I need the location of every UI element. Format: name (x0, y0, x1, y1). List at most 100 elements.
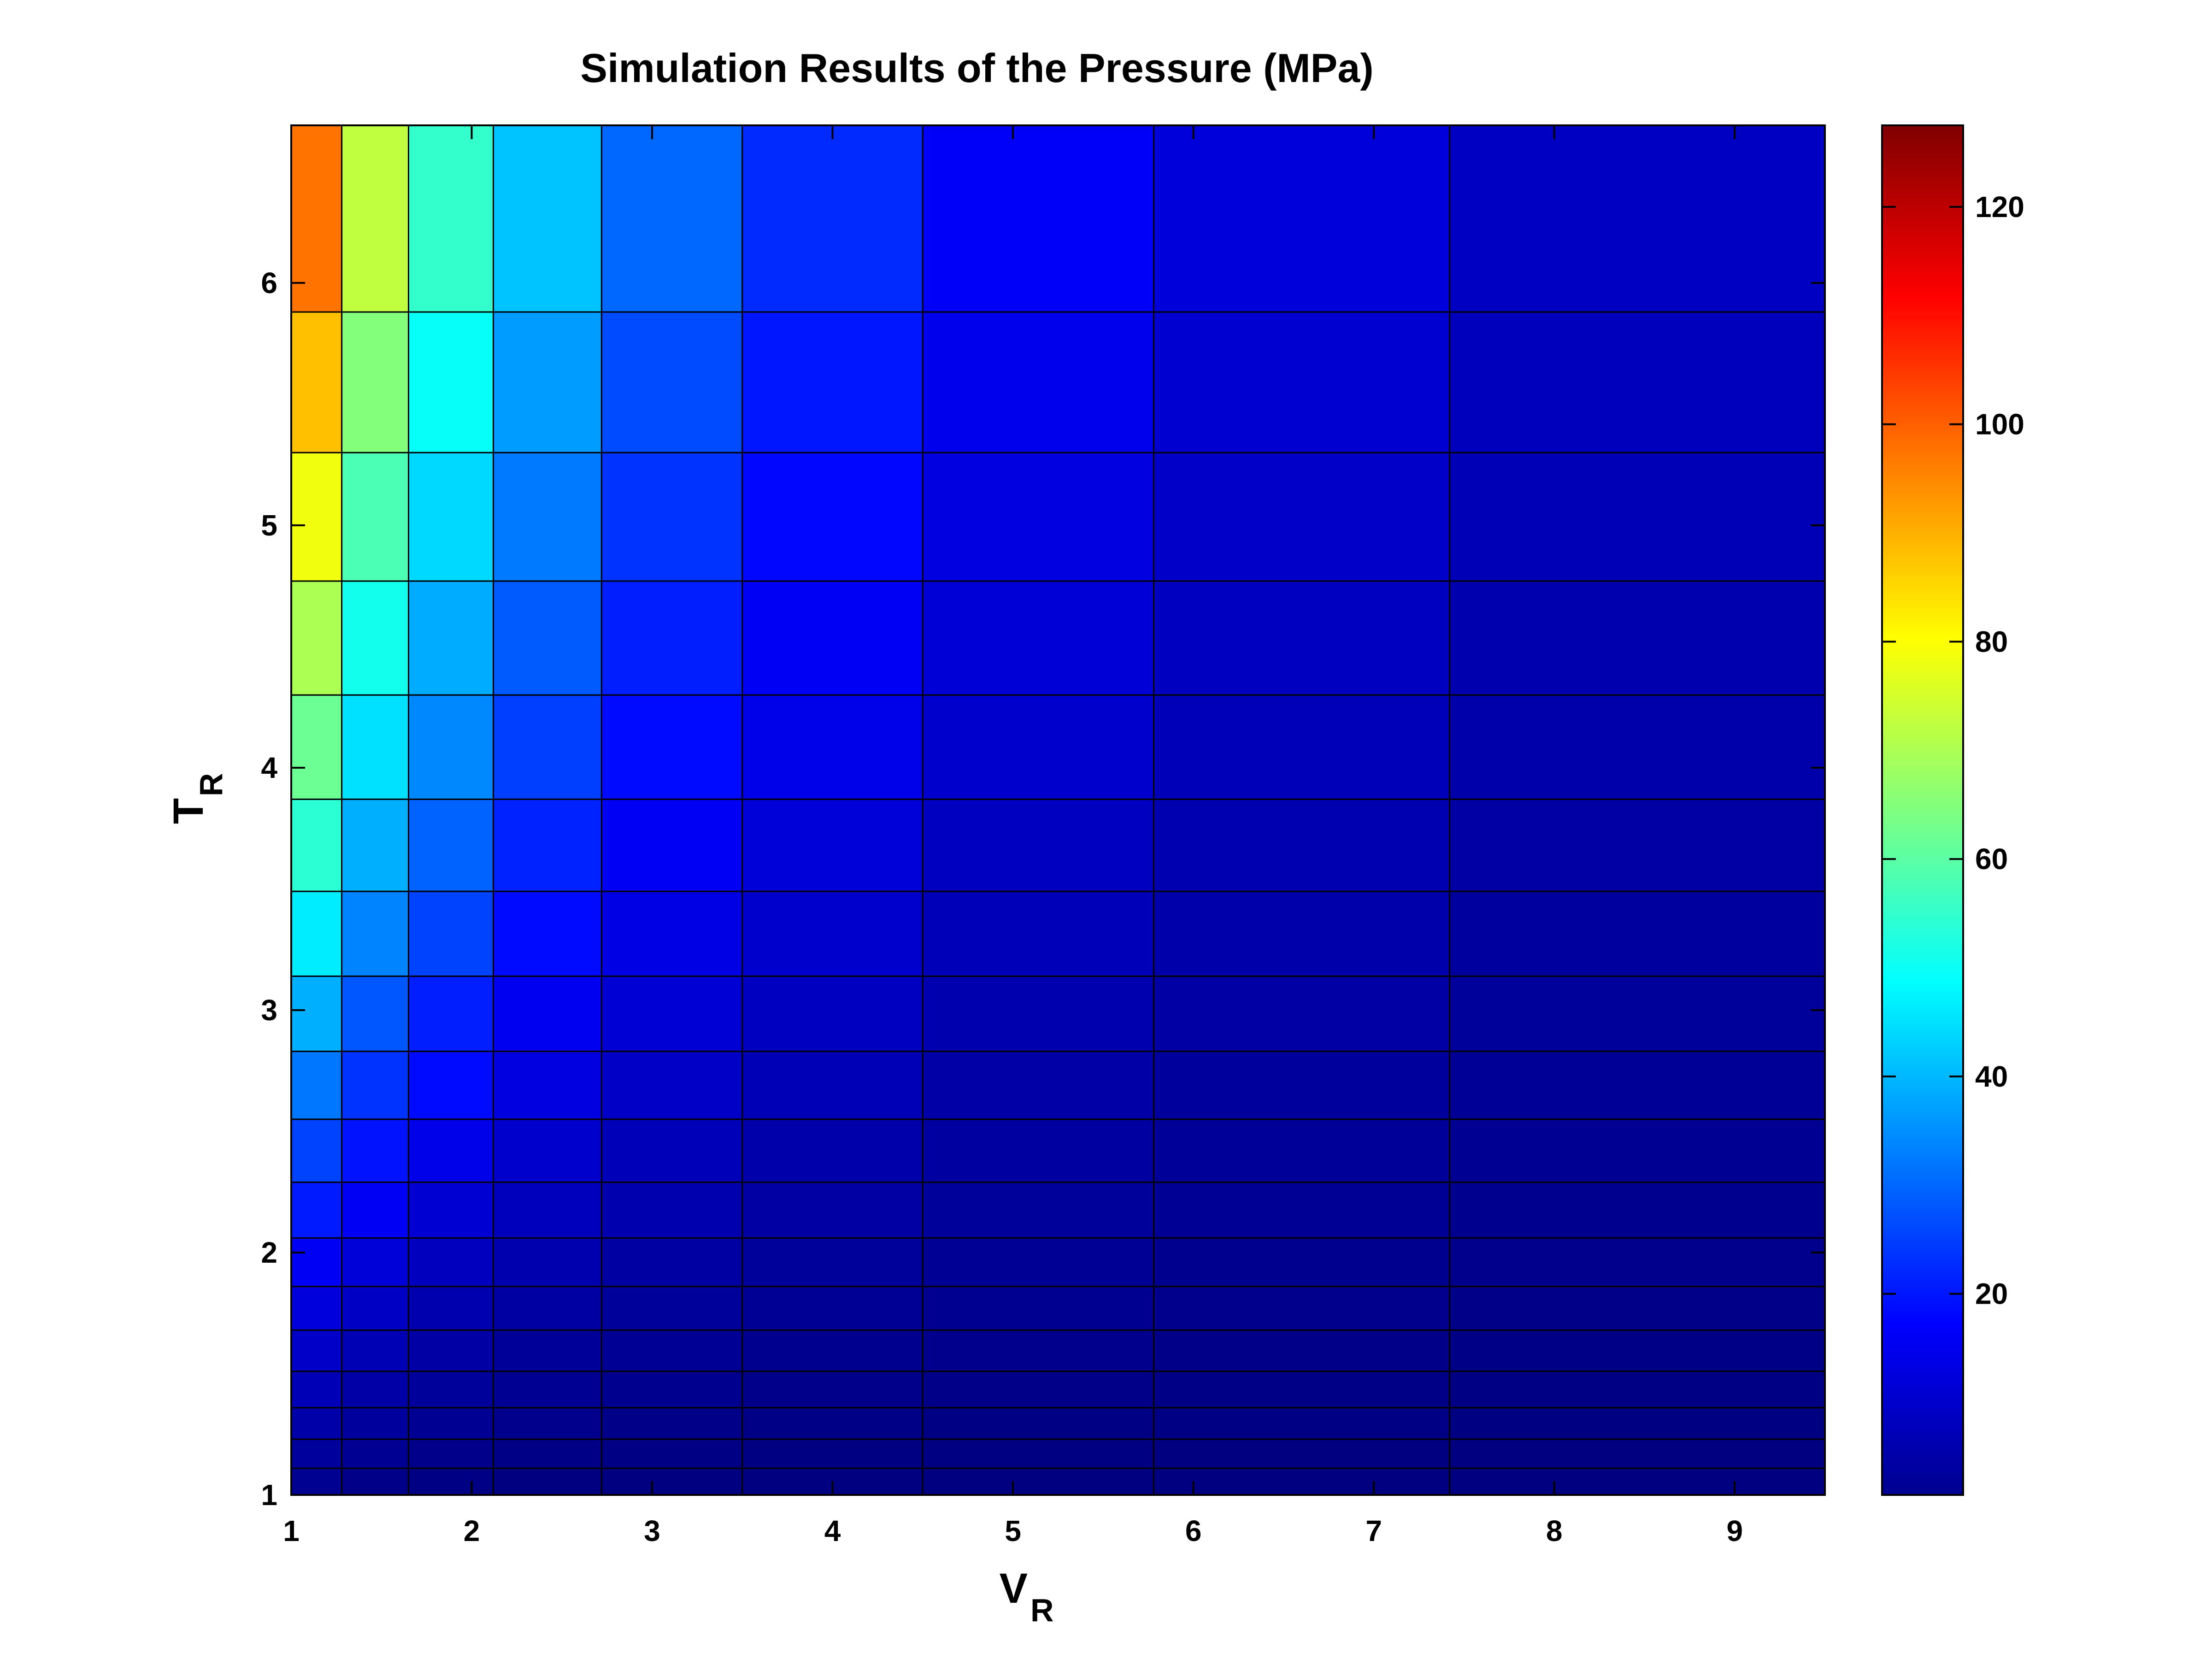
heatmap-cell (407, 1329, 494, 1372)
heatmap-cell (493, 1371, 602, 1409)
y-tick-label: 2 (261, 1236, 277, 1269)
plot-frame (290, 124, 1826, 1496)
heatmap-cell (922, 1329, 1155, 1372)
heatmap-cell (600, 1237, 743, 1288)
heatmap-cell (290, 1407, 343, 1440)
y-axis-label-group: T R (165, 773, 229, 824)
x-tick-label: 6 (1185, 1514, 1202, 1547)
heatmap-cell (407, 975, 494, 1052)
heatmap-cell (407, 1371, 494, 1409)
heatmap-cell (600, 975, 743, 1052)
heatmap-cell (922, 1050, 1155, 1120)
heatmap-cell (741, 1286, 924, 1331)
heatmap-cell (407, 1118, 494, 1183)
heatmap-cell (600, 311, 743, 453)
heatmap-cell (1153, 452, 1451, 582)
heatmap-cells (290, 124, 1826, 1496)
y-axis-label-subscript: R (193, 773, 229, 796)
heatmap-cell (1449, 798, 1826, 892)
heatmap-cell (600, 1181, 743, 1239)
heatmap-cell (493, 1050, 602, 1120)
heatmap-cell (1153, 694, 1451, 800)
x-tick-label: 3 (644, 1514, 660, 1547)
heatmap-cell (407, 1286, 494, 1331)
heatmap-cell (341, 798, 409, 892)
heatmap-cell (922, 1286, 1155, 1331)
x-tick-label: 8 (1546, 1514, 1563, 1547)
heatmap-cell (741, 1237, 924, 1288)
heatmap-cell (1153, 1118, 1451, 1183)
heatmap-cell (1449, 1181, 1826, 1239)
heatmap-cell (493, 694, 602, 800)
heatmap-cell (1449, 580, 1826, 696)
y-axis-label: T (165, 798, 212, 824)
colorbar-tick-label: 100 (1975, 408, 2024, 441)
heatmap-cell (341, 1181, 409, 1239)
heatmap-cell (341, 1118, 409, 1183)
heatmap-cell (290, 694, 343, 800)
heatmap-cell (341, 975, 409, 1052)
heatmap-cell (407, 798, 494, 892)
x-tick-label: 4 (824, 1514, 841, 1547)
x-axis-label: V (1000, 1565, 1028, 1612)
heatmap-cell (341, 890, 409, 977)
heatmap-cell (1449, 1467, 1826, 1496)
heatmap-cell (290, 1181, 343, 1239)
heatmap-cell (741, 975, 924, 1052)
heatmap-cell (741, 124, 924, 313)
heatmap-cell (600, 1407, 743, 1440)
heatmap-cell (922, 1438, 1155, 1469)
heatmap-cell (922, 1407, 1155, 1440)
heatmap-cell (1153, 580, 1451, 696)
heatmap-cell (922, 1118, 1155, 1183)
colorbar-tick-label: 40 (1975, 1060, 2008, 1093)
heatmap-cell (290, 580, 343, 696)
heatmap-cell (341, 452, 409, 582)
heatmap-cell (341, 1438, 409, 1469)
x-tick-label: 2 (464, 1514, 480, 1547)
heatmap-cell (600, 452, 743, 582)
heatmap-cell (600, 1329, 743, 1372)
heatmap-cell (1449, 1118, 1826, 1183)
heatmap-cell (493, 311, 602, 453)
heatmap-cell (493, 1407, 602, 1440)
heatmap-cell (407, 1467, 494, 1496)
heatmap-cell (407, 452, 494, 582)
heatmap-cell (741, 1438, 924, 1469)
heatmap-cell (493, 975, 602, 1052)
heatmap-cell (1449, 1237, 1826, 1288)
heatmap-cell (1153, 124, 1451, 313)
colorbar-tick-label: 60 (1975, 842, 2008, 876)
heatmap-cell (741, 1407, 924, 1440)
heatmap-cell (1153, 311, 1451, 453)
heatmap-cell (493, 580, 602, 696)
heatmap-cell (341, 1371, 409, 1409)
heatmap-cell (290, 1329, 343, 1372)
heatmap-cell (741, 1181, 924, 1239)
x-axis-label-subscript: R (1030, 1592, 1054, 1628)
heatmap-cell (290, 975, 343, 1052)
heatmap-cell (922, 124, 1155, 313)
heatmap-cell (341, 1286, 409, 1331)
heatmap-cell (1449, 1407, 1826, 1440)
heatmap-cell (922, 975, 1155, 1052)
heatmap-cell (407, 1050, 494, 1120)
heatmap-cell (922, 1181, 1155, 1239)
heatmap-cell (1449, 975, 1826, 1052)
heatmap-cell (493, 890, 602, 977)
heatmap-cell (341, 1050, 409, 1120)
heatmap-cell (1153, 1467, 1451, 1496)
heatmap-cell (600, 694, 743, 800)
heatmap-cell (600, 1286, 743, 1331)
x-tick-label: 5 (1005, 1514, 1021, 1547)
heatmap-cell (407, 1237, 494, 1288)
heatmap-cell (1449, 1286, 1826, 1331)
heatmap-cell (493, 1118, 602, 1183)
heatmap-cell (1153, 975, 1451, 1052)
heatmap-cell (1153, 1329, 1451, 1372)
heatmap-cell (407, 580, 494, 696)
heatmap-cell (600, 1118, 743, 1183)
heatmap-cell (493, 1181, 602, 1239)
heatmap-cell (1153, 890, 1451, 977)
